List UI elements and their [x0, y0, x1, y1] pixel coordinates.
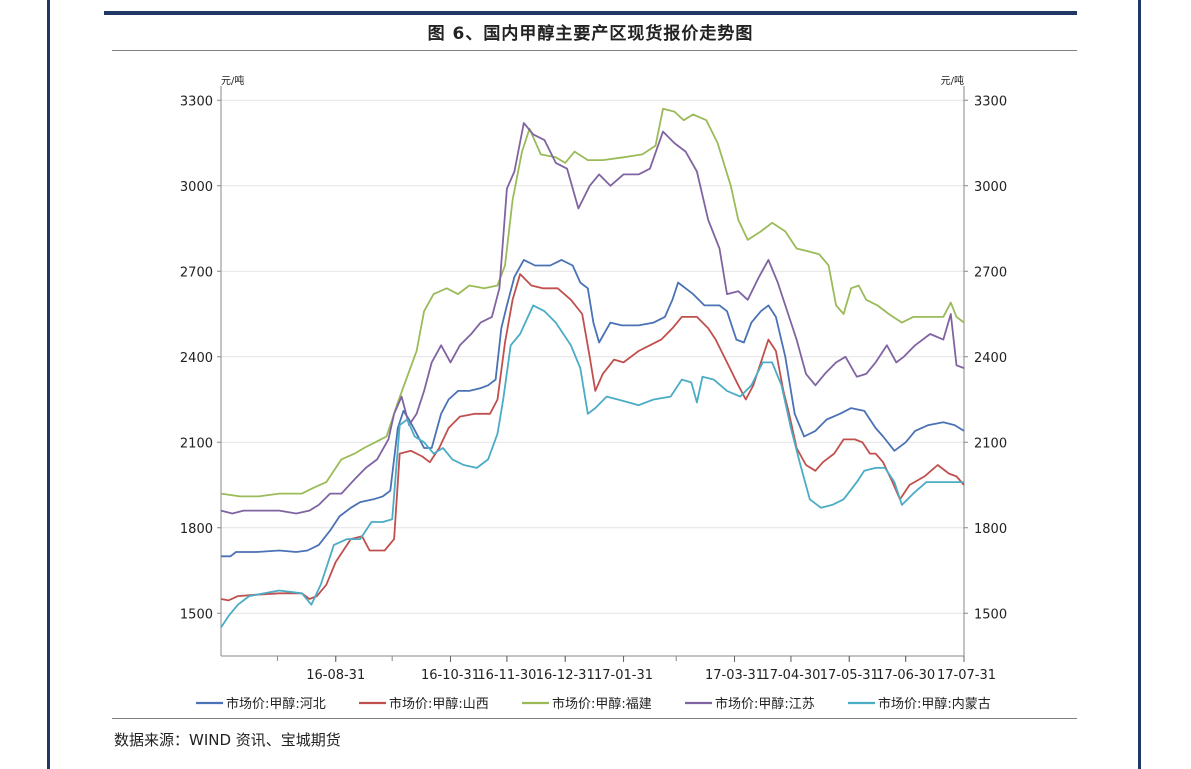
title-divider	[112, 50, 1077, 51]
legend-label: 市场价:甲醇:山西	[389, 696, 489, 712]
y-tick-label-right: 2100	[974, 436, 1007, 451]
x-tick-label: 17-01-31	[594, 668, 653, 683]
y-tick-group: 1500 1500 1800 1800 2100 2100 2400 2400 2700 2700…	[180, 94, 1007, 622]
x-tick-label: 17-04-30	[761, 668, 820, 683]
y-tick-label-left: 1500	[180, 607, 213, 622]
figure-title: 图 6、国内甲醇主要产区现货报价走势图	[427, 24, 754, 44]
series-line-0	[221, 259, 965, 558]
source-note: 数据来源：WIND 资讯、宝城期货	[114, 731, 341, 749]
legend-label: 市场价:甲醇:河北	[226, 696, 326, 712]
x-tick-label: 16-11-30	[477, 668, 536, 683]
x-tick-label: 17-07-31	[937, 668, 996, 683]
series-line-2	[220, 107, 965, 498]
y-tick-label-left: 2100	[180, 436, 213, 451]
x-tick-label: 17-05-31	[820, 668, 879, 683]
y-tick-label-right: 3000	[974, 180, 1007, 195]
chart-legend: 市场价:甲醇:河北 市场价:甲醇:山西 市场价:甲醇:福建 市场价:甲醇:江苏 市场价:…	[196, 696, 991, 712]
y-tick-label-right: 2400	[974, 351, 1007, 366]
y-tick-label-right: 1500	[974, 607, 1007, 622]
y-tick-label-left: 3300	[180, 94, 213, 109]
y-tick-label-left: 3000	[180, 180, 213, 195]
x-tick-label: 17-06-30	[876, 668, 935, 683]
y-tick-label-left: 2700	[180, 265, 213, 280]
x-tick-label: 16-08-31	[306, 668, 365, 683]
series-line-1	[220, 273, 965, 602]
y-tick-label-right: 1800	[974, 522, 1007, 537]
y-tick-label-right: 3300	[974, 94, 1007, 109]
page-border-right	[1138, 0, 1141, 769]
series-line-3	[220, 122, 965, 515]
y-tick-label-left: 1800	[180, 522, 213, 537]
chart-grid	[221, 99, 964, 614]
left-axis-unit: 元/吨	[221, 74, 244, 87]
series-line-4	[220, 304, 964, 628]
x-tick-label: 16-12-31	[536, 668, 595, 683]
legend-label: 市场价:甲醇:福建	[552, 696, 652, 712]
source-divider	[112, 718, 1077, 719]
y-tick-label-right: 2700	[974, 265, 1007, 280]
header-rule	[104, 11, 1077, 15]
x-tick-label: 17-03-31	[705, 668, 764, 683]
page-border-left	[47, 0, 50, 769]
legend-label: 市场价:甲醇:内蒙古	[878, 696, 991, 712]
series-lines	[220, 107, 965, 628]
x-tick-label: 16-10-31	[421, 668, 480, 683]
y-tick-label-left: 2400	[180, 351, 213, 366]
right-axis-unit: 元/吨	[941, 74, 964, 87]
legend-label: 市场价:甲醇:江苏	[715, 696, 815, 712]
